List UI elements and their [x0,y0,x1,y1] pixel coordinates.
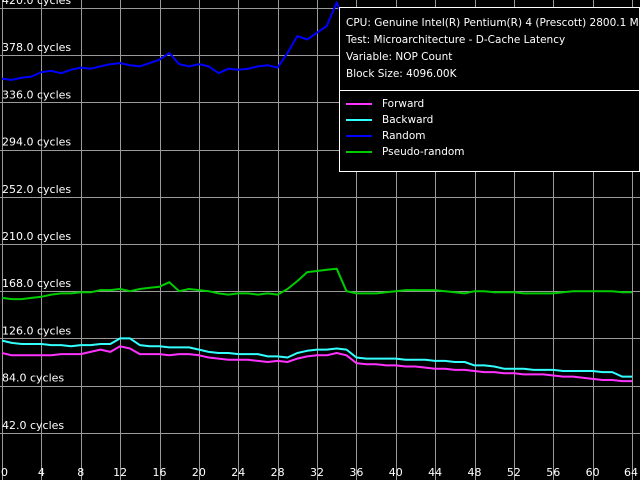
info-variable: Variable: NOP Count [346,51,453,63]
x-tick-label: 32 [310,466,324,479]
y-tick-label: 420.0 cycles [2,0,71,7]
y-tick-label: 126.0 cycles [2,324,71,337]
legend-swatch [346,103,372,105]
legend-item: Pseudo-random [346,145,465,159]
legend-label: Pseudo-random [382,146,465,158]
legend-label: Backward [382,114,434,126]
x-tick-label: 28 [271,466,285,479]
series-line-forward [1,345,632,383]
legend-item: Random [346,129,425,143]
legend-item: Backward [346,113,433,127]
series-line-backward [1,337,632,378]
x-tick-label: 52 [507,466,521,479]
y-tick-label: 294.0 cycles [2,136,71,149]
x-tick-label: 36 [349,466,363,479]
y-tick-label: 336.0 cycles [2,88,71,101]
y-tick-label: 84.0 cycles [2,372,64,385]
x-tick-label: 56 [546,466,560,479]
x-tick-label: 48 [468,466,482,479]
legend-label: Forward [382,98,425,110]
x-axis-ticks: 0 4 8 12 16 20 24 28 32 36 40 44 48 52 56 60 64 [1,466,638,479]
x-tick-label: 0 [1,466,8,479]
series-line-pseudo-random [1,267,632,301]
legend-swatch [346,119,372,121]
series-lines [1,1,632,383]
legend-item: Forward [346,97,424,111]
y-tick-label: 378.0 cycles [2,41,71,54]
x-tick-label: 64 [624,466,638,479]
x-tick-label: 24 [231,466,245,479]
y-tick-label: 168.0 cycles [2,277,71,290]
x-tick-label: 44 [428,466,442,479]
x-tick-label: 4 [38,466,45,479]
y-tick-label: 210.0 cycles [2,230,71,243]
x-tick-label: 12 [113,466,127,479]
info-legend-box: CPU: Genuine Intel(R) Pentium(R) 4 (Pres… [339,7,640,172]
x-tick-label: 40 [389,466,403,479]
info-test: Test: Microarchitecture - D-Cache Latenc… [346,34,566,46]
x-tick-label: 8 [77,466,84,479]
y-tick-label: 42.0 cycles [2,419,64,432]
legend-swatch [346,135,372,137]
info-cpu: CPU: Genuine Intel(R) Pentium(R) 4 (Pres… [346,17,640,29]
legend-label: Random [382,130,426,142]
x-tick-label: 16 [153,466,167,479]
y-tick-label: 252.0 cycles [2,183,71,196]
info-block-size: Block Size: 4096.00K [346,68,457,80]
x-tick-label: 60 [586,466,600,479]
y-axis-ticks: 42.0 cycles 84.0 cycles 126.0 cycles 168.0 … [2,0,71,432]
legend-swatch [346,151,372,153]
x-tick-label: 20 [192,466,206,479]
legend-divider [340,90,639,91]
